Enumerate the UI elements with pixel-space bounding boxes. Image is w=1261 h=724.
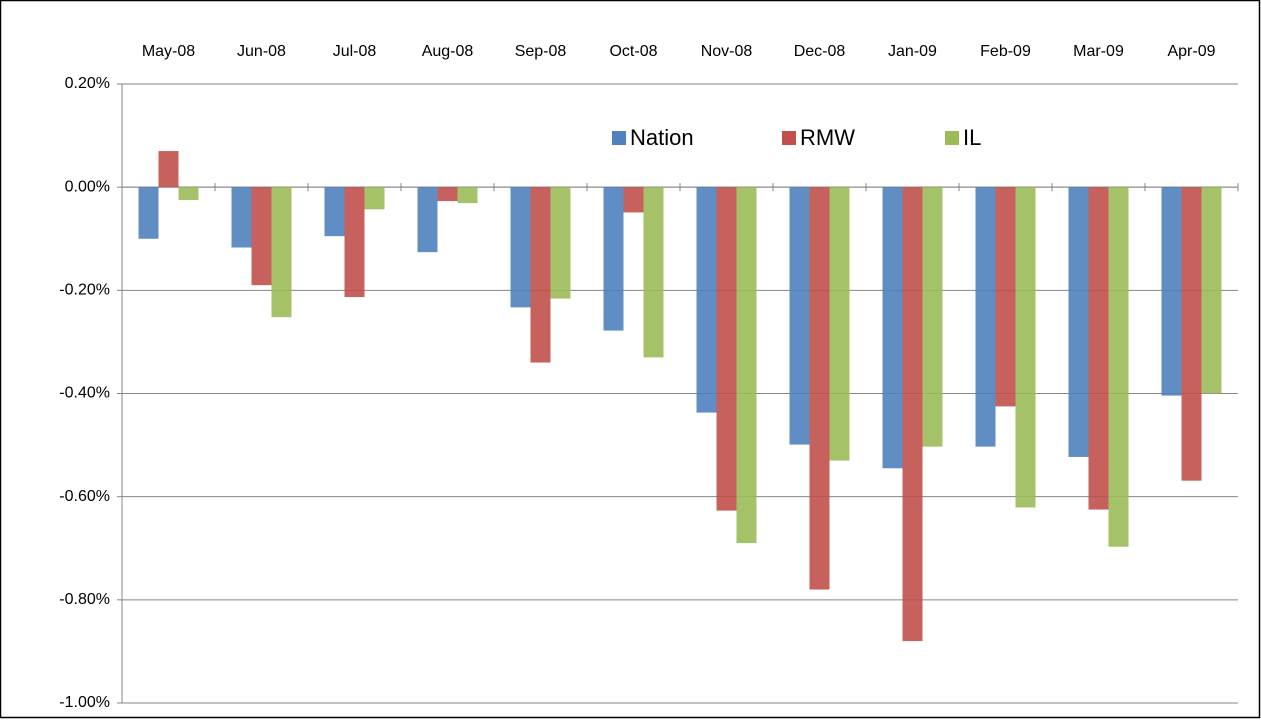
bar [530,187,551,363]
legend-label: RMW [800,125,855,150]
x-tick-label: Jul-08 [333,43,377,60]
x-tick-label: Apr-09 [1167,43,1215,60]
bar [364,187,385,210]
legend-label: IL [963,125,981,150]
bar [344,187,365,298]
bar [251,187,272,286]
bar [138,187,159,239]
bar [643,187,664,358]
x-tick-label: May-08 [142,43,195,60]
x-tick-label: Aug-08 [422,43,474,60]
bar [271,187,292,318]
bar [736,187,757,544]
bar [922,187,943,447]
bar [716,187,737,511]
bar [882,187,903,469]
y-tick-label: -1.00% [59,694,110,711]
bar [1015,187,1036,508]
x-tick-label: Sep-08 [515,43,567,60]
bar [995,187,1016,407]
legend-label: Nation [630,125,694,150]
bar [178,187,199,201]
bar [158,151,179,188]
bar [417,187,438,253]
bar [829,187,850,461]
x-tick-label: Jun-08 [237,43,286,60]
x-tick-label: Feb-09 [980,43,1031,60]
bar [437,187,458,202]
y-tick-label: -0.20% [59,282,110,299]
legend-swatch [782,131,796,145]
legend-swatch [612,131,626,145]
x-tick-label: Oct-08 [609,43,657,60]
x-tick-label: Jan-09 [888,43,937,60]
y-tick-label: 0.20% [65,75,110,92]
x-tick-label: Dec-08 [794,43,846,60]
bar [1161,187,1182,396]
bar [550,187,571,299]
bar [623,187,644,213]
bar [603,187,624,331]
bar [902,187,923,642]
bar [1068,187,1089,457]
bar [1201,187,1222,394]
y-tick-label: -0.40% [59,385,110,402]
bar [1108,187,1129,547]
bar [1181,187,1202,481]
y-tick-label: -0.80% [59,591,110,608]
bar [975,187,996,447]
x-tick-label: Nov-08 [701,43,753,60]
bar [231,187,252,248]
bar [809,187,830,590]
bar [510,187,531,308]
bar [324,187,345,237]
x-tick-label: Mar-09 [1073,43,1124,60]
legend-swatch [945,131,959,145]
y-tick-label: -0.60% [59,488,110,505]
y-tick-label: 0.00% [65,178,110,195]
bar [1088,187,1109,510]
bar [696,187,717,413]
bar [789,187,810,445]
bar [457,187,478,204]
